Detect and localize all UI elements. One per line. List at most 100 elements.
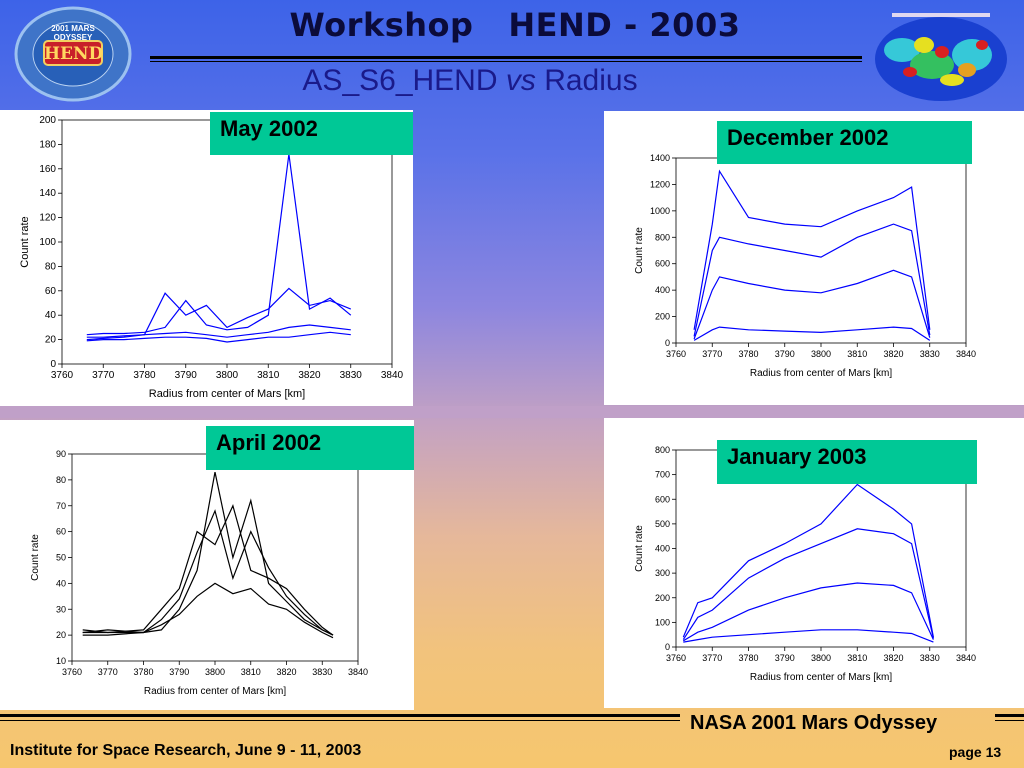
x-tick-label: 3770 bbox=[702, 349, 722, 359]
y-tick-label: 700 bbox=[655, 470, 670, 480]
y-tick-label: 1400 bbox=[650, 153, 670, 163]
footer-mission: NASA 2001 Mars Odyssey bbox=[690, 712, 938, 734]
x-tick-label: 3770 bbox=[98, 667, 118, 677]
x-tick-label: 3790 bbox=[175, 370, 198, 381]
y-tick-label: 200 bbox=[655, 312, 670, 322]
series-line bbox=[693, 223, 931, 337]
y-tick-label: 800 bbox=[655, 445, 670, 455]
x-tick-label: 3820 bbox=[298, 370, 321, 381]
x-tick-label: 3780 bbox=[133, 370, 156, 381]
x-tick-label: 3780 bbox=[738, 653, 758, 663]
x-tick-label: 3780 bbox=[133, 667, 153, 677]
x-tick-label: 3800 bbox=[811, 653, 831, 663]
x-tick-label: 3790 bbox=[775, 349, 795, 359]
x-tick-label: 3760 bbox=[666, 349, 686, 359]
y-tick-label: 70 bbox=[56, 501, 66, 511]
subtitle-vs: vs bbox=[505, 64, 536, 97]
series-line bbox=[682, 528, 934, 640]
x-tick-label: 3810 bbox=[257, 370, 280, 381]
hend-logo: 2001 MARS ODYSSEY HEND bbox=[14, 6, 132, 102]
y-tick-label: 40 bbox=[45, 310, 57, 321]
y-tick-label: 80 bbox=[56, 475, 66, 485]
series-line bbox=[86, 287, 352, 341]
x-axis-label: Radius from center of Mars [km] bbox=[149, 388, 306, 400]
chart-december-2002: 3760 3770 3780 3790 3800 3810 3820 3830 3840 0 200… bbox=[634, 153, 976, 379]
y-tick-label: 20 bbox=[45, 335, 57, 346]
y-tick-label: 180 bbox=[39, 139, 56, 150]
x-tick-label: 3780 bbox=[738, 349, 758, 359]
x-tick-label: 3830 bbox=[920, 349, 940, 359]
y-tick-label: 300 bbox=[655, 568, 670, 578]
x-tick-label: 3770 bbox=[92, 370, 115, 381]
y-tick-label: 0 bbox=[50, 359, 56, 370]
page-title: Workshop HEND - 2003 bbox=[289, 6, 741, 44]
separator-band bbox=[0, 406, 1024, 418]
x-tick-label: 3840 bbox=[381, 370, 404, 381]
chart-january-2003: 3760 3770 3780 3790 3800 3810 3820 3830 3840 0 100… bbox=[634, 445, 976, 683]
y-tick-label: 600 bbox=[655, 494, 670, 504]
x-tick-label: 3820 bbox=[276, 667, 296, 677]
series-line bbox=[682, 582, 934, 642]
y-axis-label: Count rate bbox=[19, 216, 31, 267]
series-line bbox=[82, 582, 334, 639]
x-tick-label: 3760 bbox=[666, 653, 686, 663]
x-axis-label: Radius from center of Mars [km] bbox=[750, 672, 892, 683]
x-tick-label: 3820 bbox=[883, 349, 903, 359]
y-tick-label: 10 bbox=[56, 656, 66, 666]
y-tick-label: 1200 bbox=[650, 179, 670, 189]
x-tick-label: 3810 bbox=[847, 653, 867, 663]
divider bbox=[995, 720, 1024, 721]
x-tick-label: 3800 bbox=[205, 667, 225, 677]
logo-center-text: HEND bbox=[44, 44, 104, 64]
y-tick-label: 400 bbox=[655, 285, 670, 295]
y-tick-label: 50 bbox=[56, 553, 66, 563]
y-axis-label: Count rate bbox=[30, 534, 41, 581]
series-line bbox=[693, 326, 931, 341]
panel-label: January 2003 bbox=[717, 440, 977, 484]
x-tick-label: 3840 bbox=[956, 349, 976, 359]
page-number: page 13 bbox=[949, 744, 1002, 760]
series-line bbox=[86, 154, 352, 336]
y-tick-label: 800 bbox=[655, 232, 670, 242]
x-tick-label: 3810 bbox=[241, 667, 261, 677]
divider bbox=[0, 720, 680, 721]
series-line bbox=[86, 324, 351, 338]
x-tick-label: 3830 bbox=[312, 667, 332, 677]
y-tick-label: 200 bbox=[655, 593, 670, 603]
y-axis-label: Count rate bbox=[634, 227, 645, 274]
logo-top-text: 2001 MARS ODYSSEY bbox=[51, 24, 95, 42]
y-tick-label: 40 bbox=[56, 578, 66, 588]
y-tick-label: 140 bbox=[39, 188, 56, 199]
y-tick-label: 100 bbox=[39, 237, 56, 248]
y-tick-label: 20 bbox=[56, 630, 66, 640]
y-tick-label: 400 bbox=[655, 544, 670, 554]
x-axis-label: Radius from center of Mars [km] bbox=[144, 686, 286, 697]
axes: 3760 3770 3780 3790 3800 3810 3820 3830 3840 0 20 4… bbox=[19, 115, 404, 400]
divider bbox=[0, 714, 680, 717]
chart-panel-january-2003: 3760 3770 3780 3790 3800 3810 3820 3830 3840 0 100… bbox=[604, 418, 1024, 708]
divider bbox=[150, 61, 862, 62]
y-tick-label: 0 bbox=[665, 642, 670, 652]
y-tick-label: 100 bbox=[655, 617, 670, 627]
y-tick-label: 160 bbox=[39, 164, 56, 175]
x-tick-label: 3800 bbox=[216, 370, 239, 381]
divider bbox=[995, 714, 1024, 717]
mars-map-image bbox=[872, 10, 1010, 104]
panel-label: December 2002 bbox=[717, 121, 972, 164]
y-tick-label: 90 bbox=[56, 449, 66, 459]
series-line bbox=[693, 169, 931, 330]
series-line bbox=[86, 331, 351, 343]
y-tick-label: 600 bbox=[655, 259, 670, 269]
series-line bbox=[82, 504, 334, 636]
series-line bbox=[82, 471, 334, 636]
panel-label: April 2002 bbox=[206, 426, 414, 470]
y-tick-label: 1000 bbox=[650, 206, 670, 216]
y-axis-label: Count rate bbox=[634, 525, 645, 572]
x-tick-label: 3770 bbox=[702, 653, 722, 663]
page-subtitle: AS_S6_HEND vs Radius bbox=[250, 64, 690, 98]
y-tick-label: 500 bbox=[655, 519, 670, 529]
series-line bbox=[82, 509, 334, 636]
axes: 3760 3770 3780 3790 3800 3810 3820 3830 3840 0 200… bbox=[634, 153, 976, 379]
x-tick-label: 3830 bbox=[340, 370, 363, 381]
y-tick-label: 200 bbox=[39, 115, 56, 126]
